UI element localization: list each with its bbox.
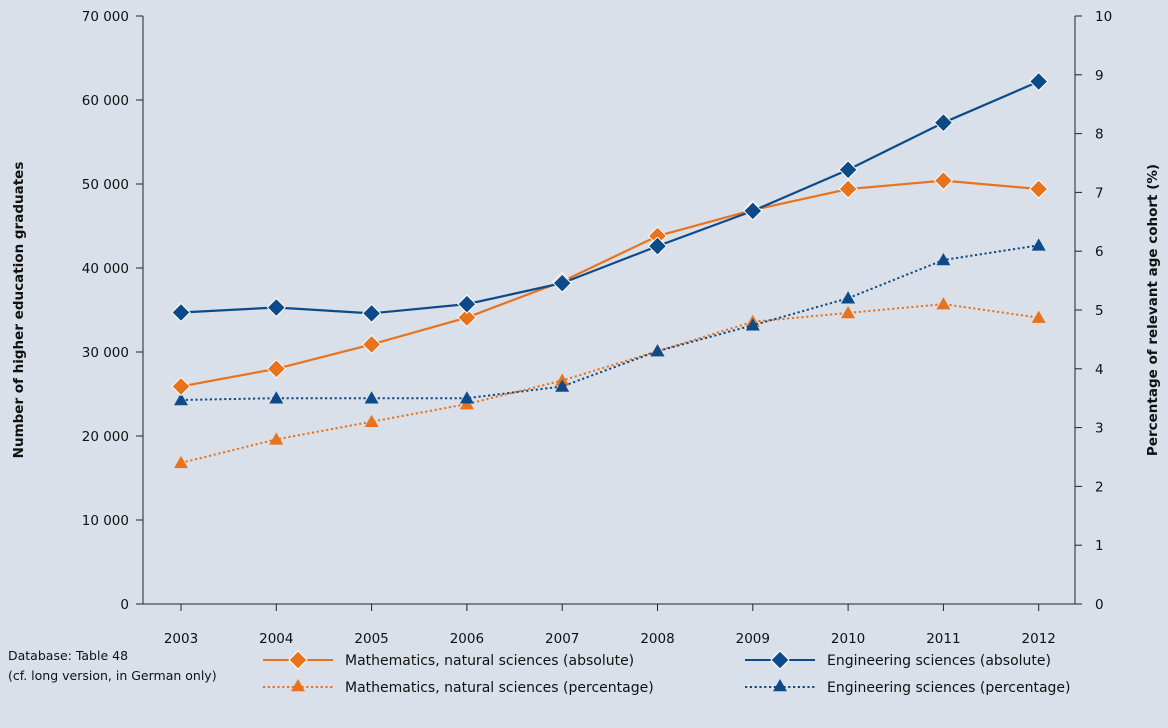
data-point: [1031, 238, 1046, 251]
data-point: [841, 305, 856, 319]
x-tick-label: 2006: [450, 631, 484, 647]
data-point: [171, 376, 191, 397]
x-tick-label: 2011: [926, 631, 960, 647]
y-right-tick-label: 7: [1095, 185, 1104, 201]
x-tick-label: 2003: [164, 631, 198, 647]
x-tick-label: 2004: [259, 631, 293, 647]
y-right-tick-label: 4: [1095, 362, 1104, 378]
data-point: [459, 391, 474, 404]
y-left-tick-label: 10 000: [82, 513, 129, 529]
y-right-tick-label: 9: [1095, 68, 1104, 84]
series-2: [174, 297, 1046, 469]
data-point: [291, 679, 305, 692]
data-point: [174, 455, 188, 469]
series-line: [180, 303, 1039, 464]
data-point: [1028, 179, 1049, 199]
y-right-tick-label: 8: [1095, 127, 1104, 143]
series-line: [180, 80, 1040, 315]
legend-item: Mathematics, natural sciences (absolute): [263, 650, 634, 670]
legend-item: Mathematics, natural sciences (percentag…: [263, 679, 654, 696]
data-point: [936, 253, 951, 266]
data-point: [361, 334, 382, 355]
series-1: [171, 71, 1049, 324]
data-point: [770, 650, 790, 670]
data-point: [743, 201, 763, 221]
y-right-tick-label: 1: [1095, 538, 1104, 554]
x-tick-label: 2007: [545, 631, 579, 647]
y-right-tick-label: 6: [1095, 244, 1104, 260]
footnote-line-2: (cf. long version, in German only): [8, 668, 217, 683]
y-left-tick-label: 30 000: [82, 345, 129, 361]
y-left-tick-label: 20 000: [82, 429, 129, 445]
data-point: [457, 294, 477, 314]
y-left-axis-label: Number of higher education graduates: [11, 162, 27, 459]
legend-item: Engineering sciences (percentage): [745, 679, 1071, 696]
data-point: [838, 160, 858, 180]
data-point: [838, 179, 858, 199]
y-left-tick-label: 60 000: [82, 93, 129, 109]
data-point: [936, 297, 951, 310]
data-point: [650, 344, 665, 357]
y-left-tick-label: 40 000: [82, 261, 129, 277]
footnote-line-1: Database: Table 48: [8, 648, 129, 663]
x-tick-label: 2005: [354, 631, 388, 647]
x-tick-label: 2009: [736, 631, 770, 647]
data-point: [841, 291, 856, 304]
y-left-tick-label: 50 000: [82, 177, 129, 193]
data-point: [174, 392, 188, 406]
data-point: [171, 302, 191, 323]
data-point: [555, 379, 570, 392]
data-point: [269, 391, 284, 404]
y-right-axis-label: Percentage of relevant age cohort (%): [1145, 164, 1161, 456]
legend-label: Engineering sciences (absolute): [827, 653, 1051, 669]
data-point: [933, 112, 954, 133]
data-point: [266, 359, 287, 379]
data-point: [1028, 71, 1049, 92]
data-point: [364, 391, 379, 404]
data-point: [288, 650, 308, 670]
data-point: [933, 170, 954, 191]
series-3: [174, 238, 1046, 406]
legend-label: Mathematics, natural sciences (percentag…: [345, 680, 654, 696]
x-tick-label: 2012: [1022, 631, 1056, 647]
series-0: [171, 170, 1049, 397]
y-right-tick-label: 5: [1095, 303, 1104, 319]
y-right-tick-label: 2: [1095, 479, 1104, 495]
data-point: [1031, 310, 1046, 323]
data-point: [647, 236, 668, 256]
data-point: [361, 303, 382, 324]
data-point: [266, 297, 287, 318]
y-right-tick-label: 3: [1095, 421, 1104, 437]
series-line: [180, 244, 1039, 401]
data-point: [364, 414, 379, 427]
y-left-tick-label: 70 000: [82, 9, 129, 25]
y-right-tick-label: 0: [1095, 597, 1104, 613]
y-left-tick-label: 0: [120, 597, 129, 613]
data-point: [745, 318, 760, 331]
y-right-tick-label: 10: [1095, 9, 1112, 25]
data-point: [773, 679, 787, 692]
data-point: [457, 307, 477, 328]
data-point: [269, 432, 284, 445]
series-line: [180, 179, 1039, 388]
x-tick-label: 2008: [640, 631, 674, 647]
legend-item: Engineering sciences (absolute): [745, 650, 1051, 670]
legend-label: Engineering sciences (percentage): [827, 680, 1071, 696]
x-tick-label: 2010: [831, 631, 865, 647]
data-point: [552, 273, 572, 293]
legend-label: Mathematics, natural sciences (absolute): [345, 653, 634, 669]
